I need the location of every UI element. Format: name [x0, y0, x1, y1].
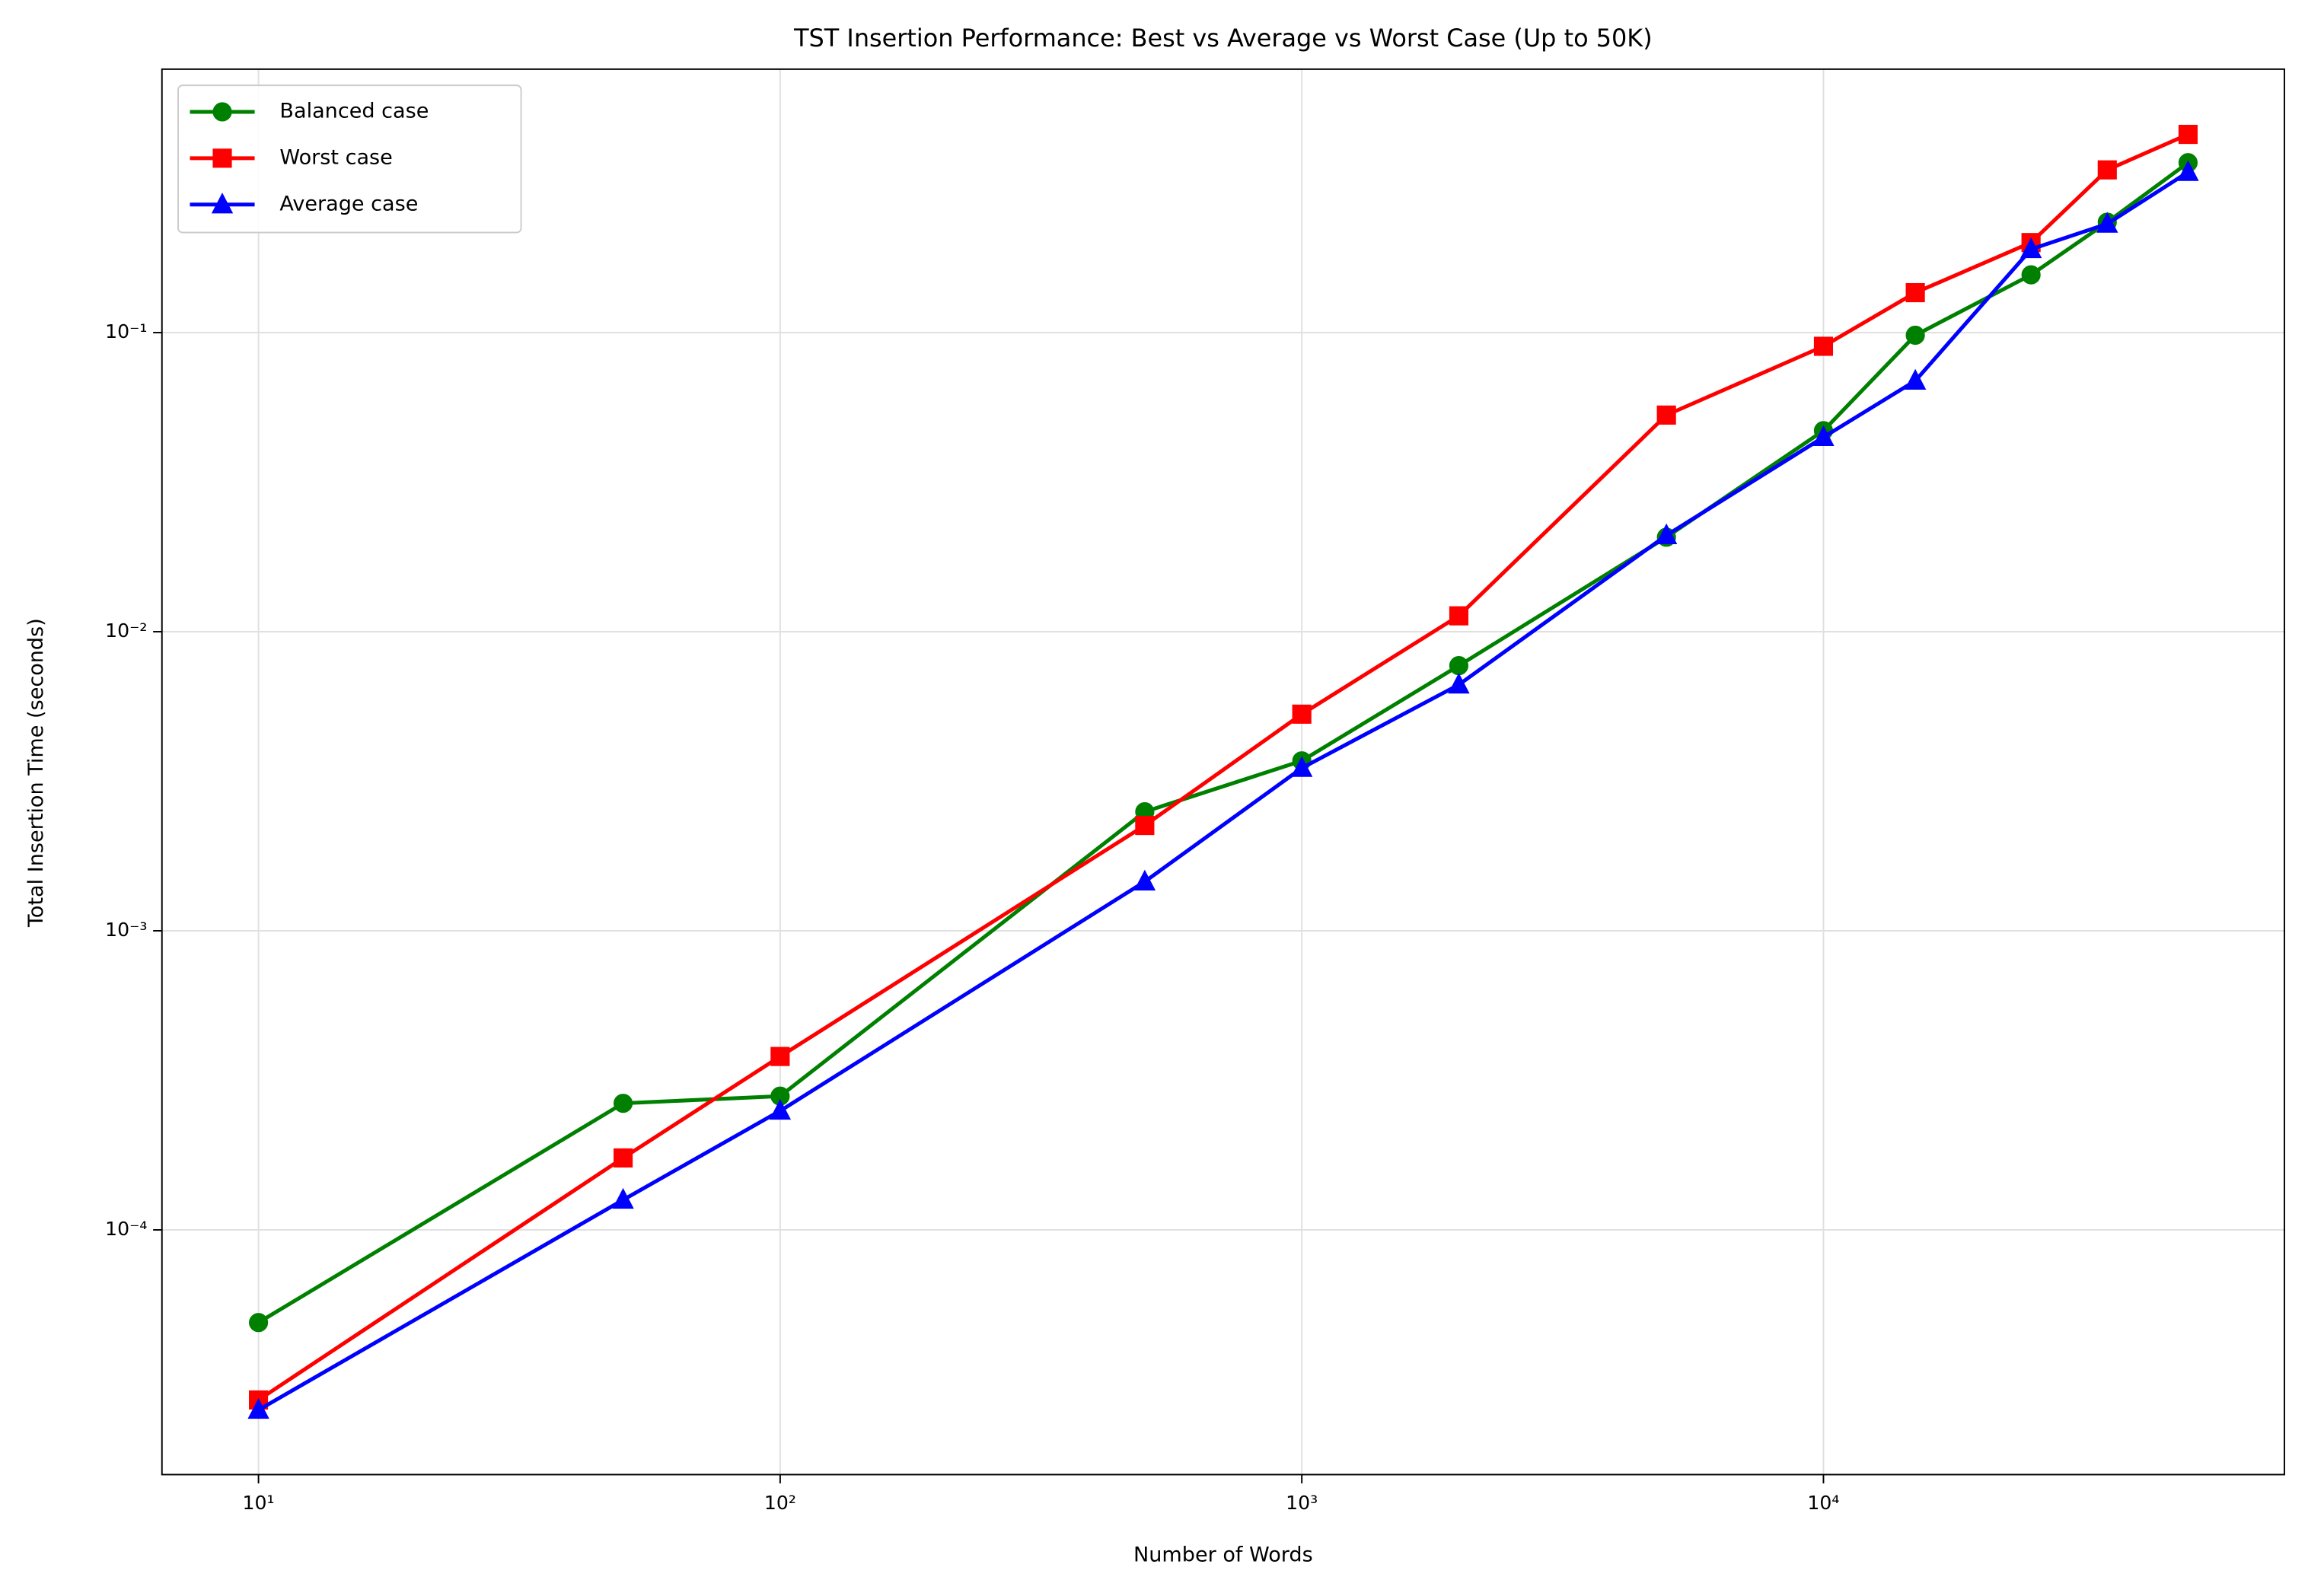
data-point [2096, 212, 2118, 233]
data-point [614, 1148, 633, 1168]
legend-label: Average case [279, 192, 418, 215]
legend-marker [212, 148, 232, 168]
series-line [257, 170, 2189, 1412]
legend-box [177, 84, 522, 234]
y-tick-label: 10⁻⁴ [105, 1218, 147, 1240]
data-point [770, 1046, 790, 1066]
legend-label: Worst case [279, 145, 392, 169]
data-point [1449, 656, 1469, 676]
x-tick-label: 10² [764, 1492, 796, 1514]
x-tick-label: 10¹ [243, 1492, 275, 1514]
data-point [1291, 756, 1313, 777]
data-point [1448, 672, 1470, 694]
data-point [1812, 425, 1835, 447]
data-point [1655, 523, 1678, 544]
data-point [612, 1187, 634, 1209]
legend-label: Balanced case [279, 99, 429, 123]
x-axis-label: Number of Words [1133, 1543, 1313, 1566]
data-point [1905, 325, 1925, 346]
series-line [257, 161, 2189, 1324]
y-tick-label: 10⁻¹ [105, 320, 147, 342]
y-tick-label: 10⁻² [105, 620, 147, 642]
data-point [2021, 265, 2041, 285]
data-point [1133, 869, 1156, 890]
data-point [1656, 405, 1676, 425]
data-point [249, 1313, 269, 1333]
plot-frame [161, 68, 2285, 1476]
data-point [1292, 704, 1312, 724]
data-point [614, 1094, 633, 1113]
legend-marker [212, 102, 232, 122]
data-point [2178, 125, 2198, 145]
data-point [1813, 336, 1834, 356]
x-tick-label: 10³ [1286, 1492, 1318, 1514]
x-tick-label: 10⁴ [1807, 1492, 1839, 1514]
data-point [2177, 160, 2199, 181]
series-line [257, 132, 2189, 1402]
data-point [769, 1098, 792, 1120]
y-tick-label: 10⁻³ [105, 919, 147, 941]
data-point [1135, 816, 1155, 836]
chart-title: TST Insertion Performance: Best vs Avera… [793, 24, 1653, 53]
data-point [1905, 282, 1925, 303]
data-point [2020, 237, 2042, 259]
data-point [2097, 160, 2117, 180]
y-axis-label: Total Insertion Time (seconds) [24, 618, 48, 928]
data-point [1449, 606, 1469, 626]
legend-marker [211, 193, 234, 214]
data-point [1904, 368, 1927, 390]
data-point [247, 1397, 269, 1419]
legend: Balanced case Worst case Average case [177, 84, 522, 234]
